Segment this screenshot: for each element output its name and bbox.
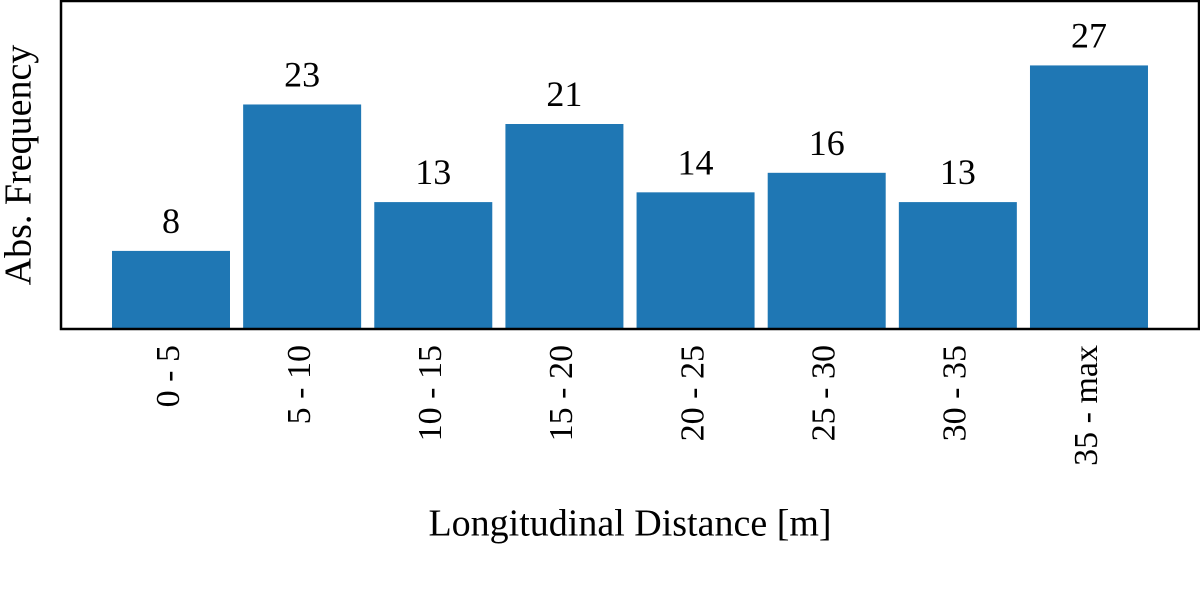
- x-tick-label: 0 - 5: [150, 345, 187, 407]
- y-axis-label: Abs. Frequency: [0, 45, 40, 286]
- value-label: 13: [940, 152, 976, 192]
- bar: [898, 202, 1017, 329]
- bar: [112, 250, 230, 329]
- value-label: 14: [678, 142, 714, 182]
- bar: [374, 202, 493, 329]
- x-tick-label: 10 - 15: [412, 345, 449, 441]
- x-tick-label: 30 - 35: [937, 345, 974, 441]
- value-label: 16: [809, 123, 845, 163]
- x-tick-label: 20 - 25: [674, 345, 711, 441]
- axes-frame: [59, 0, 1200, 331]
- x-tick-label: 5 - 10: [281, 345, 318, 424]
- value-label: 13: [415, 152, 451, 192]
- x-tick-label: 35 - max: [1068, 345, 1105, 466]
- x-tick-label: 25 - 30: [805, 345, 842, 441]
- bar: [243, 104, 362, 329]
- x-tick-label: 15 - 20: [543, 345, 580, 441]
- bar: [636, 192, 755, 329]
- value-label: 21: [546, 74, 582, 114]
- value-label: 27: [1071, 15, 1107, 55]
- bar: [767, 172, 886, 329]
- bar: [1029, 65, 1148, 329]
- x-axis-label: Longitudinal Distance [m]: [428, 503, 831, 545]
- bar: [505, 124, 624, 329]
- value-label: 23: [284, 54, 320, 94]
- value-label: 8: [162, 201, 180, 241]
